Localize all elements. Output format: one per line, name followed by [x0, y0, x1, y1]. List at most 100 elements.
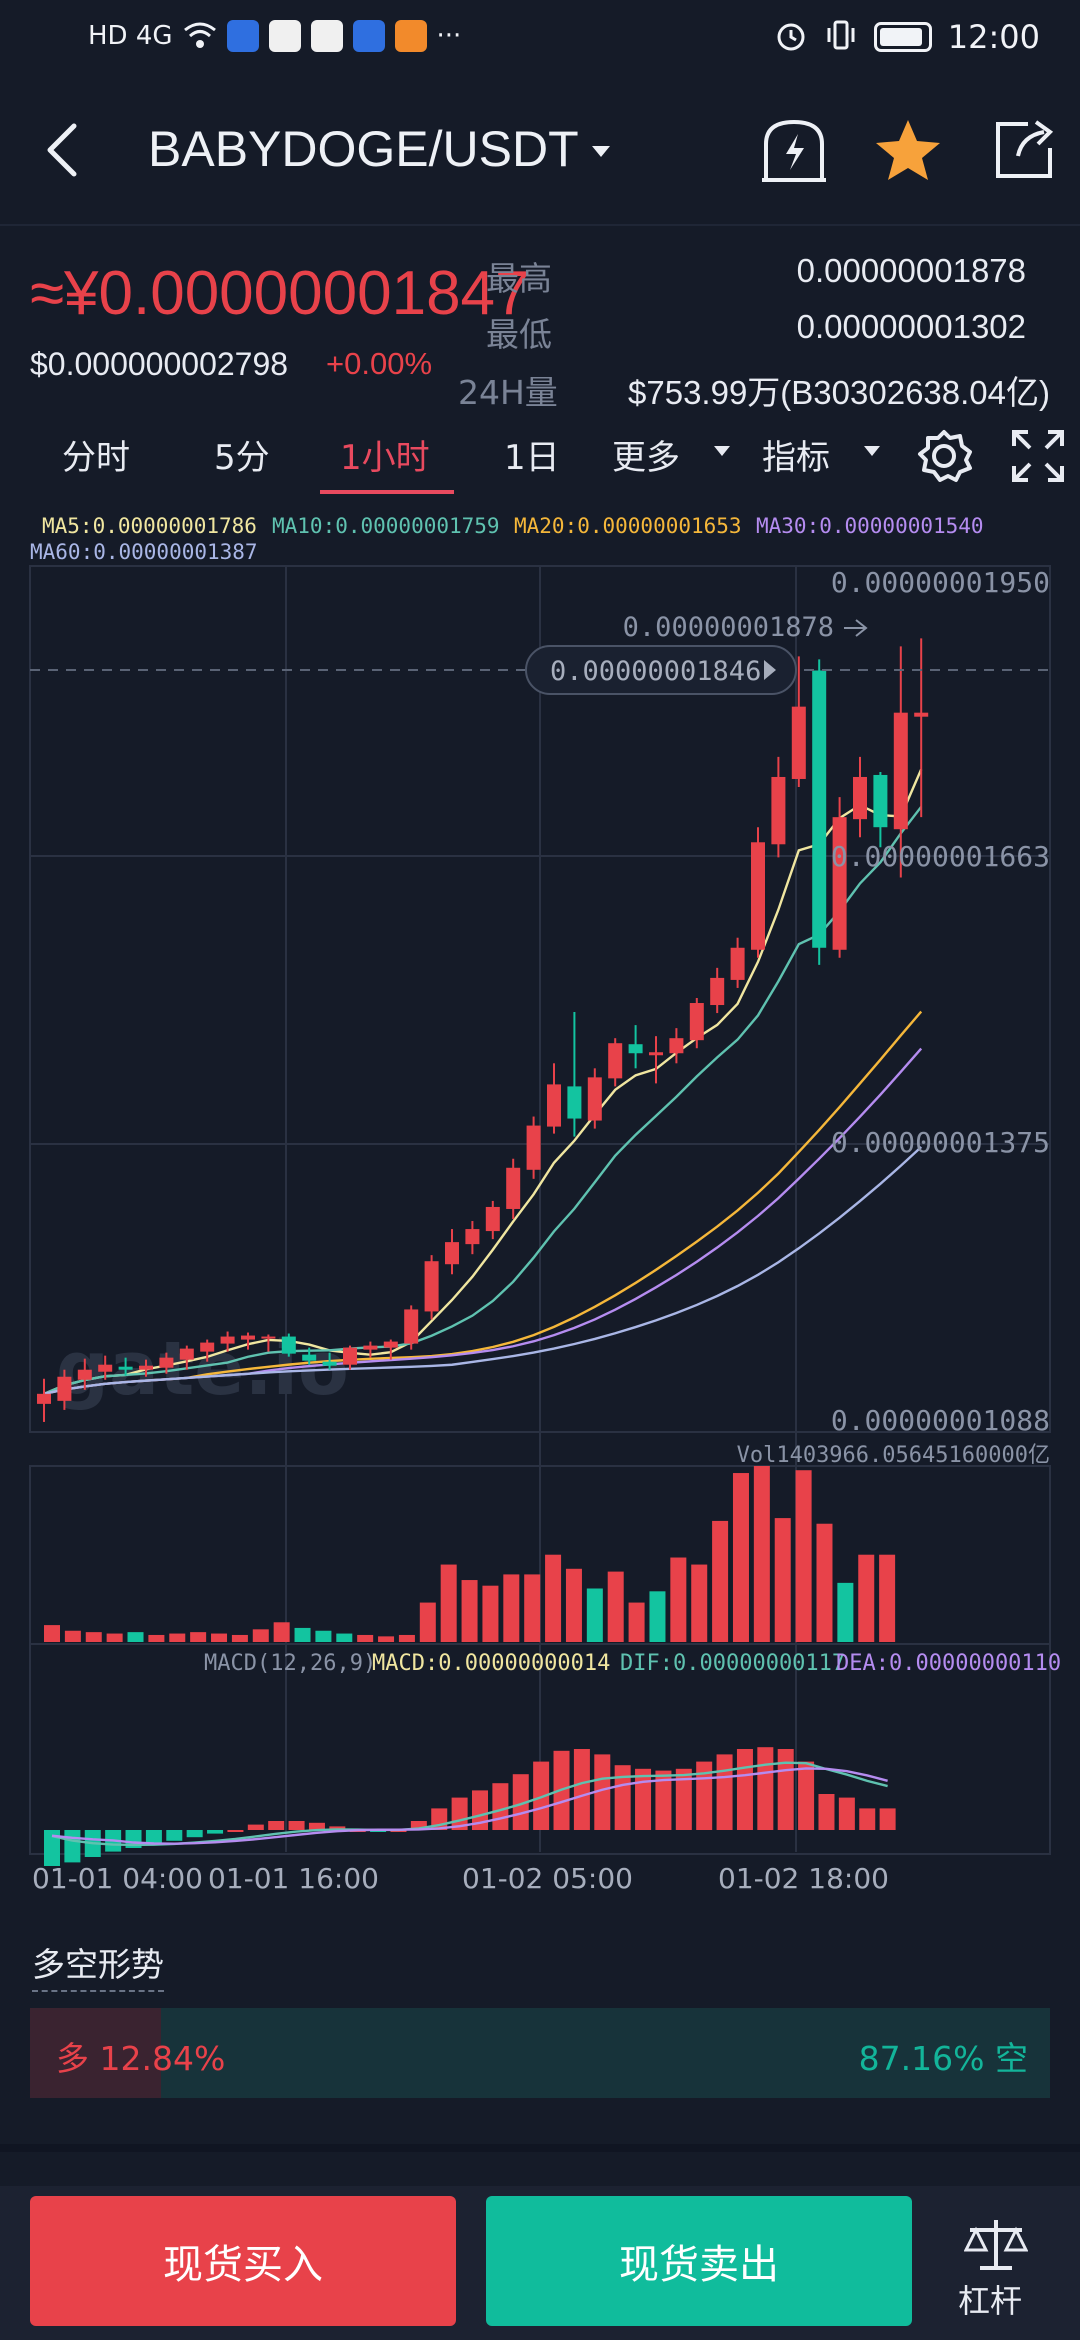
time-axis-label: 01-02 18:00 [718, 1862, 889, 1895]
price-axis-label: 0.00000001088 [831, 1404, 1050, 1437]
indicators-dropdown-icon[interactable] [864, 446, 880, 456]
share-icon[interactable] [988, 114, 1060, 186]
tab-1hour[interactable]: 1小时 [340, 438, 430, 478]
macd-bar [227, 1830, 244, 1832]
candle-body [465, 1229, 480, 1245]
candle-body [179, 1348, 194, 1360]
macd-histogram [44, 1747, 896, 1866]
candle-body [649, 1052, 663, 1056]
status-bar: HD 4G ··· 12:00 [0, 0, 1080, 80]
tab-time-share[interactable]: 分时 [62, 438, 130, 478]
candle-body [322, 1361, 337, 1366]
macd-bar [614, 1765, 631, 1830]
more-dropdown-icon[interactable] [714, 446, 730, 456]
tab-5min[interactable]: 5分 [214, 438, 270, 478]
tab-indicators[interactable]: 指标 [762, 438, 830, 478]
volume-bar [190, 1632, 207, 1642]
candle-body [118, 1366, 133, 1370]
candle-body [220, 1336, 235, 1344]
browser-app-icon [310, 20, 343, 52]
macd-frame [29, 1643, 1051, 1855]
scale-icon[interactable] [963, 2216, 1029, 2272]
volume-24h-label: 24H量 [458, 373, 558, 412]
high-label: 最高 [486, 259, 552, 298]
pair-title[interactable]: BABYDOGE/USDT [148, 121, 579, 177]
macd-bar [329, 1826, 346, 1830]
last-price-cny: ≈¥0.00000001847 [30, 259, 530, 328]
macd-bar [818, 1794, 835, 1830]
bottom-action-bar: 现货买入 现货卖出 杠杆 [0, 2186, 1080, 2340]
volume-24h-value: $753.99万(B30302638.04亿) [628, 374, 1050, 411]
candle-body [893, 712, 908, 830]
dif-value: DIF:0.00000000117 [620, 1651, 845, 1676]
long-short-title[interactable]: 多空形势 [32, 1938, 164, 1992]
ma60-label: MA60:0.00000001387 [30, 540, 258, 564]
price-change: +0.00% [326, 346, 433, 381]
volume-bar [336, 1633, 353, 1642]
leverage-label[interactable]: 杠杆 [958, 2282, 1023, 2320]
volume-bar [357, 1634, 374, 1642]
high-value: 0.00000001878 [796, 252, 1026, 289]
macd-bar [247, 1824, 264, 1830]
candle-body [506, 1167, 521, 1209]
volume-bar [670, 1557, 687, 1642]
more-notifications-icon: ··· [436, 21, 462, 51]
volume-bar [106, 1633, 123, 1642]
macd-bar [207, 1830, 224, 1834]
macd-bar [777, 1749, 794, 1830]
last-price-usd: $0.000000002798 [30, 346, 289, 382]
candle-body [751, 842, 765, 950]
volume-bar [482, 1585, 499, 1642]
candle-body [791, 706, 806, 779]
current-price-marker: 0.00000001846 [550, 656, 761, 687]
spot-sell-button[interactable]: 现货卖出 [486, 2196, 912, 2326]
ma10-line [43, 806, 923, 1395]
macd-value: MACD:0.00000000014 [372, 1651, 610, 1676]
qq-app-icon [268, 20, 301, 52]
volume-bar [315, 1630, 332, 1642]
volume-bar [795, 1470, 812, 1642]
kline-chart[interactable]: gate.io 0.00000001950 0.00000001663 0.00… [0, 0, 1080, 1900]
candle-body [281, 1336, 296, 1354]
volume-bar [461, 1580, 478, 1642]
time-axis-label: 01-01 16:00 [208, 1862, 379, 1895]
candle-body [57, 1376, 72, 1401]
volume-bar [837, 1582, 854, 1642]
candle-body [77, 1369, 92, 1380]
ma5-label: MA5:0.00000001786 [42, 514, 257, 538]
macd-bar [512, 1774, 529, 1830]
candle-body [547, 1084, 561, 1127]
header-divider [0, 224, 1080, 226]
volume-bar [148, 1634, 165, 1642]
volume-bar [440, 1564, 457, 1642]
pair-dropdown-icon[interactable] [592, 146, 610, 157]
fullscreen-icon[interactable] [1010, 428, 1066, 488]
candle-body [241, 1335, 255, 1340]
favorite-star-icon[interactable] [872, 114, 944, 186]
volume-bar [586, 1588, 603, 1642]
volume-bar [252, 1629, 269, 1642]
volume-bar [607, 1571, 624, 1642]
long-ratio-fill [30, 2008, 161, 2098]
candle-body [608, 1043, 623, 1079]
candle-body [343, 1347, 357, 1365]
ma10-label: MA10:0.00000001759 [272, 514, 500, 538]
macd-bar [472, 1790, 488, 1830]
volume-bar [565, 1568, 582, 1642]
settings-gear-icon[interactable] [914, 426, 974, 490]
macd-bar [757, 1747, 774, 1830]
volume-bars [44, 1466, 896, 1642]
price-alert-icon[interactable] [758, 114, 830, 186]
macd-bar [675, 1768, 692, 1830]
macd-bar [838, 1797, 855, 1830]
max-price-marker: 0.00000001878 [623, 612, 834, 643]
time-axis-label: 01-01 04:00 [32, 1862, 203, 1895]
volume-bar [419, 1602, 436, 1642]
volume-bar [169, 1633, 186, 1642]
tab-more[interactable]: 更多 [612, 438, 680, 478]
dea-value: DEA:0.00000000110 [836, 1651, 1061, 1676]
macd-bar [186, 1830, 203, 1838]
tab-1day[interactable]: 1日 [504, 438, 560, 478]
back-icon[interactable] [40, 120, 90, 180]
spot-buy-button[interactable]: 现货买入 [30, 2196, 456, 2326]
